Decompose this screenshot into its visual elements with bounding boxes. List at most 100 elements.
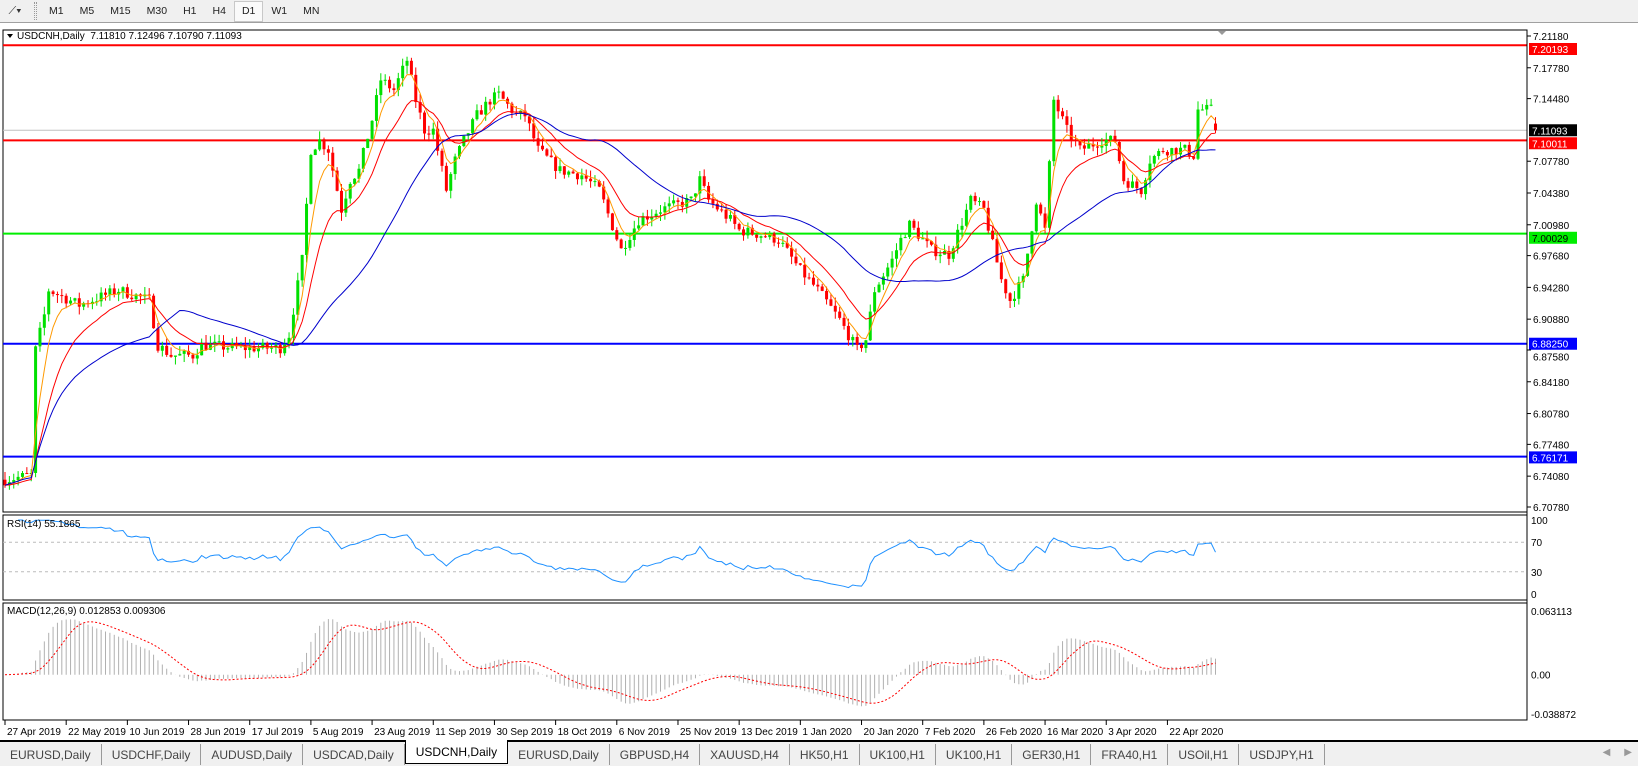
candle [803, 257, 807, 285]
candle-body [833, 305, 837, 312]
tab-usoil-h1[interactable]: USOil,H1 [1168, 744, 1240, 765]
timeframe-h1[interactable]: H1 [183, 5, 197, 17]
candle-body [624, 247, 628, 249]
scroll-right-icon[interactable]: ▶ [1624, 747, 1632, 758]
timeframe-m30[interactable]: M30 [146, 5, 168, 17]
tab-usdchf-daily[interactable]: USDCHF,Daily [102, 744, 202, 765]
candle [462, 135, 466, 148]
candle-body [811, 277, 815, 285]
candle [750, 224, 754, 236]
ma-slow-line [4, 112, 1216, 486]
candle [584, 169, 588, 182]
scroll-left-icon[interactable]: ◀ [1602, 747, 1611, 758]
candle-body [772, 233, 776, 243]
candle [1130, 174, 1134, 189]
candle-body [20, 473, 24, 477]
candle-body [82, 303, 86, 307]
timeframe-w1[interactable]: W1 [271, 5, 288, 17]
candle-body [108, 288, 112, 295]
candle-body [287, 337, 291, 345]
candle [1117, 141, 1121, 164]
candle [807, 272, 811, 280]
candle-body [960, 225, 964, 230]
date-label: 17 Jul 2019 [252, 727, 304, 738]
candle-body [322, 139, 326, 150]
toolbar-grip[interactable] [34, 2, 37, 20]
candle [12, 473, 16, 489]
candle-body [864, 340, 868, 349]
candle [1074, 134, 1078, 147]
candle [444, 162, 448, 193]
candle-body [1078, 140, 1082, 146]
candle-body [1213, 123, 1217, 131]
line-studies-button[interactable]: ⟋▾ [0, 0, 30, 22]
timeframe-mn[interactable]: MN [303, 5, 320, 17]
candle-body [1165, 151, 1169, 156]
candle-body [991, 230, 995, 240]
candle [1008, 292, 1012, 309]
candle-body [916, 227, 920, 239]
candle-body [51, 291, 55, 295]
candle [1183, 144, 1187, 150]
tab-usdcnh-daily[interactable]: USDCNH,Daily [404, 740, 509, 764]
candle-body [379, 80, 383, 96]
macd-tick-label: -0.038872 [1531, 710, 1576, 721]
candle [1213, 117, 1217, 134]
candle-body [1061, 111, 1065, 117]
candle [702, 169, 706, 188]
candle [982, 200, 986, 210]
tab-eurusd-daily[interactable]: EURUSD,Daily [0, 744, 102, 765]
candle-body [1152, 156, 1156, 164]
tab-eurusd-daily[interactable]: EURUSD,Daily [508, 744, 610, 765]
date-label: 26 Feb 2020 [986, 727, 1043, 738]
tab-fra40-h1[interactable]: FRA40,H1 [1091, 744, 1169, 765]
tab-usdjpy-h1[interactable]: USDJPY,H1 [1239, 744, 1325, 765]
candle-body [125, 287, 129, 298]
candle-body [1017, 282, 1021, 299]
candle-body [16, 476, 20, 481]
candle [846, 318, 850, 346]
tab-audusd-daily[interactable]: AUDUSD,Daily [201, 744, 304, 765]
timeframe-m15[interactable]: M15 [110, 5, 131, 17]
level-price-label: 6.76171 [1532, 453, 1569, 464]
candle-body [1205, 104, 1209, 110]
tab-uk100-h1[interactable]: UK100,H1 [936, 744, 1013, 765]
timeframe-d1[interactable]: D1 [233, 0, 264, 22]
candle-body [820, 286, 824, 291]
candle [742, 226, 746, 241]
candle-body [986, 207, 990, 231]
tab-uk100-h1[interactable]: UK100,H1 [860, 744, 936, 765]
tab-xauusd-h4[interactable]: XAUUSD,H4 [700, 744, 790, 765]
candle [663, 202, 667, 220]
candle-body [488, 101, 492, 105]
candle-body [1069, 124, 1073, 140]
candle [270, 342, 274, 353]
tab-usdcad-daily[interactable]: USDCAD,Daily [303, 744, 405, 765]
candle-body [55, 294, 59, 296]
tab-hk50-h1[interactable]: HK50,H1 [790, 744, 860, 765]
tab-ger30-h1[interactable]: GER30,H1 [1012, 744, 1092, 765]
candle [1026, 253, 1030, 277]
candle [672, 194, 676, 206]
candle [733, 210, 737, 230]
tab-gbpusd-h4[interactable]: GBPUSD,H4 [610, 744, 701, 765]
timeframe-toolbar: ⟋▾ M1 M5 M15 M30 H1 H4 D1 W1 MN [0, 0, 1638, 23]
candle-body [728, 214, 732, 219]
chart-window[interactable]: 7.21180 7.20193 7.17780 7.14480 7.11093 7.100… [0, 23, 1638, 740]
candle [47, 288, 51, 322]
timeframe-m1[interactable]: M1 [49, 5, 64, 17]
candle [305, 197, 309, 263]
candle-body [475, 110, 479, 120]
chart-title: USDCNH,Daily 7.11810 7.12496 7.10790 7.1… [17, 31, 242, 42]
candle [571, 169, 575, 174]
candle [934, 236, 938, 261]
candle-body [309, 155, 313, 204]
candle-body [1047, 161, 1051, 228]
date-label: 18 Oct 2019 [558, 727, 613, 738]
timeframe-h4[interactable]: H4 [212, 5, 226, 17]
candle [379, 73, 383, 104]
candle [335, 167, 339, 192]
candle [475, 104, 479, 121]
timeframe-m5[interactable]: M5 [79, 5, 95, 17]
candle-body [348, 183, 352, 199]
